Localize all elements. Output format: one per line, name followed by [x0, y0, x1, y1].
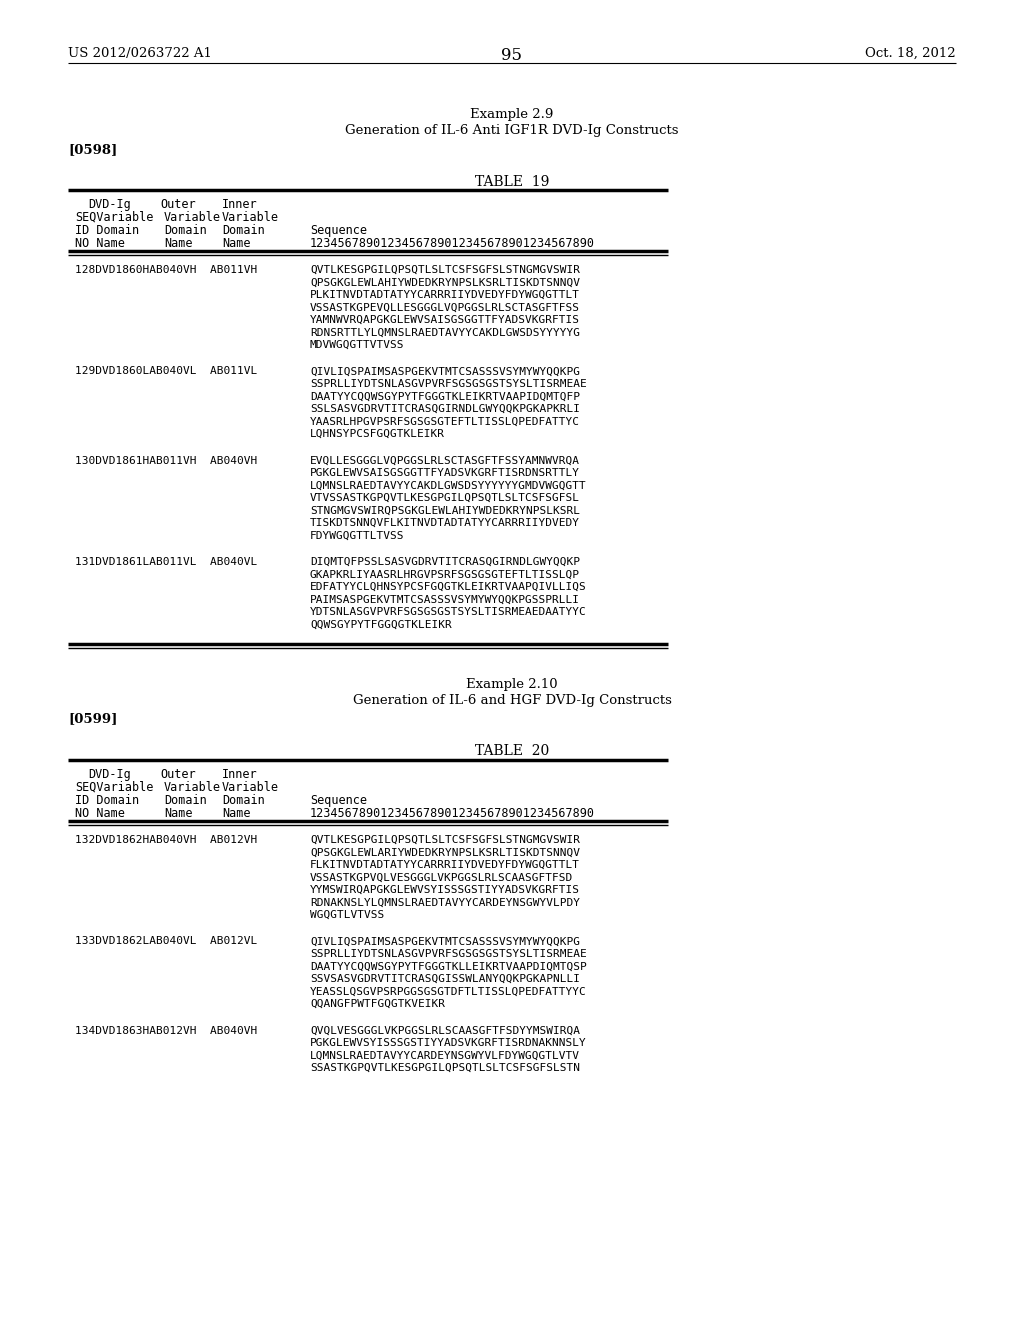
Text: 131DVD1861LAB011VL  AB040VL: 131DVD1861LAB011VL AB040VL [75, 557, 257, 568]
Text: Variable: Variable [222, 211, 279, 224]
Text: QQWSGYPYTFGGQGTKLEIKR: QQWSGYPYTFGGQGTKLEIKR [310, 619, 452, 630]
Text: EVQLLESGGGLVQPGGSLRLSCTASGFTFSSYAMNWVRQA: EVQLLESGGGLVQPGGSLRLSCTASGFTFSSYAMNWVRQA [310, 455, 580, 466]
Text: Variable: Variable [164, 781, 221, 795]
Text: QQANGFPWTFGQGTKVEIKR: QQANGFPWTFGQGTKVEIKR [310, 999, 445, 1008]
Text: NO Name: NO Name [75, 238, 125, 249]
Text: QPSGKGLEWLAHIYWDEDKRYNPSLKSRLTISKDTSNNQV: QPSGKGLEWLAHIYWDEDKRYNPSLKSRLTISKDTSNNQV [310, 277, 580, 288]
Text: FLKITNVDTADTATYYCARRRIIYDVEDYFDYWGQGTTLT: FLKITNVDTADTATYYCARRRIIYDVEDYFDYWGQGTTLT [310, 861, 580, 870]
Text: YYMSWIRQAPGKGLEWVSYISSSGSTIYYADSVKGRFTIS: YYMSWIRQAPGKGLEWVSYISSSGSTIYYADSVKGRFTIS [310, 884, 580, 895]
Text: SSLSASVGDRVTITCRASQGIRNDLGWYQQKPGKAPKRLI: SSLSASVGDRVTITCRASQGIRNDLGWYQQKPGKAPKRLI [310, 404, 580, 414]
Text: LQMNSLRAEDTAVYYCARDEYNSGWYVLFDYWGQGTLVTV: LQMNSLRAEDTAVYYCARDEYNSGWYVLFDYWGQGTLVTV [310, 1051, 580, 1060]
Text: Sequence: Sequence [310, 224, 367, 238]
Text: SSASTKGPQVTLKESGPGILQPSQTLSLTCSFSGFSLSTN: SSASTKGPQVTLKESGPGILQPSQTLSLTCSFSGFSLSTN [310, 1063, 580, 1073]
Text: QVTLKESGPGILQPSQTLSLTCSFSGFSLSTNGMGVSWIR: QVTLKESGPGILQPSQTLSLTCSFSGFSLSTNGMGVSWIR [310, 265, 580, 275]
Text: Generation of IL-6 and HGF DVD-Ig Constructs: Generation of IL-6 and HGF DVD-Ig Constr… [352, 694, 672, 708]
Text: Domain: Domain [164, 224, 207, 238]
Text: ID Domain: ID Domain [75, 795, 139, 807]
Text: DIQMTQFPSSLSASVGDRVTITCRASQGIRNDLGWYQQKP: DIQMTQFPSSLSASVGDRVTITCRASQGIRNDLGWYQQKP [310, 557, 580, 568]
Text: Name: Name [222, 238, 251, 249]
Text: PLKITNVDTADTATYYCARRRIIYDVEDYFDYWGQGTTLT: PLKITNVDTADTATYYCARRRIIYDVEDYFDYWGQGTTLT [310, 290, 580, 300]
Text: SEQVariable: SEQVariable [75, 211, 154, 224]
Text: Name: Name [164, 807, 193, 820]
Text: 129DVD1860LAB040VL  AB011VL: 129DVD1860LAB040VL AB011VL [75, 367, 257, 376]
Text: [0598]: [0598] [68, 143, 118, 156]
Text: Name: Name [222, 807, 251, 820]
Text: US 2012/0263722 A1: US 2012/0263722 A1 [68, 48, 212, 59]
Text: QVQLVESGGGLVKPGGSLRLSCAASGFTFSDYYMSWIRQA: QVQLVESGGGLVKPGGSLRLSCAASGFTFSDYYMSWIRQA [310, 1026, 580, 1035]
Text: 1234567890123456789012345678901234567890: 1234567890123456789012345678901234567890 [310, 238, 595, 249]
Text: Example 2.10: Example 2.10 [466, 678, 558, 690]
Text: Domain: Domain [222, 224, 265, 238]
Text: TISKDTSNNQVFLKITNVDTADTATYYCARRRIIYDVEDY: TISKDTSNNQVFLKITNVDTADTATYYCARRRIIYDVEDY [310, 517, 580, 528]
Text: 133DVD1862LAB040VL  AB012VL: 133DVD1862LAB040VL AB012VL [75, 936, 257, 946]
Text: Variable: Variable [222, 781, 279, 795]
Text: SSVSASVGDRVTITCRASQGISSWLANYQQKPGKAPNLLI: SSVSASVGDRVTITCRASQGISSWLANYQQKPGKAPNLLI [310, 974, 580, 983]
Text: RDNSRTTLYLQMNSLRAEDTAVYYCAKDLGWSDSYYYYYG: RDNSRTTLYLQMNSLRAEDTAVYYCAKDLGWSDSYYYYYG [310, 327, 580, 338]
Text: Generation of IL-6 Anti IGF1R DVD-Ig Constructs: Generation of IL-6 Anti IGF1R DVD-Ig Con… [345, 124, 679, 137]
Text: Name: Name [164, 238, 193, 249]
Text: RDNAKNSLYLQMNSLRAEDTAVYYCARDEYNSGWYVLPDY: RDNAKNSLYLQMNSLRAEDTAVYYCARDEYNSGWYVLPDY [310, 898, 580, 908]
Text: Domain: Domain [222, 795, 265, 807]
Text: LQMNSLRAEDTAVYYCAKDLGWSDSYYYYYYGMDVWGQGTT: LQMNSLRAEDTAVYYCAKDLGWSDSYYYYYYGMDVWGQGT… [310, 480, 587, 491]
Text: LQHNSYPCSFGQGTKLEIKR: LQHNSYPCSFGQGTKLEIKR [310, 429, 445, 440]
Text: 128DVD1860HAB040VH  AB011VH: 128DVD1860HAB040VH AB011VH [75, 265, 257, 275]
Text: SEQVariable: SEQVariable [75, 781, 154, 795]
Text: 132DVD1862HAB040VH  AB012VH: 132DVD1862HAB040VH AB012VH [75, 836, 257, 845]
Text: 134DVD1863HAB012VH  AB040VH: 134DVD1863HAB012VH AB040VH [75, 1026, 257, 1035]
Text: NO Name: NO Name [75, 807, 125, 820]
Text: Variable: Variable [164, 211, 221, 224]
Text: EDFATYYCLQHNSYPCSFGQGTKLEIKRTVAAPQIVLLIQS: EDFATYYCLQHNSYPCSFGQGTKLEIKRTVAAPQIVLLIQ… [310, 582, 587, 591]
Text: VSSASTKGPEVQLLESGGGLVQPGGSLRLSCTASGFTFSS: VSSASTKGPEVQLLESGGGLVQPGGSLRLSCTASGFTFSS [310, 302, 580, 313]
Text: QVTLKESGPGILQPSQTLSLTCSFSGFSLSTNGMGVSWIR: QVTLKESGPGILQPSQTLSLTCSFSGFSLSTNGMGVSWIR [310, 836, 580, 845]
Text: YAMNWVRQAPGKGLEWVSAISGSGGTTFYADSVKGRFTIS: YAMNWVRQAPGKGLEWVSAISGSGGTTFYADSVKGRFTIS [310, 315, 580, 325]
Text: Outer: Outer [160, 198, 196, 211]
Text: GKAPKRLIYAASRLHRGVPSRFSGSGSGTEFTLTISSLQP: GKAPKRLIYAASRLHRGVPSRFSGSGSGTEFTLTISSLQP [310, 569, 580, 579]
Text: Inner: Inner [222, 198, 258, 211]
Text: Inner: Inner [222, 768, 258, 781]
Text: [0599]: [0599] [68, 711, 118, 725]
Text: Oct. 18, 2012: Oct. 18, 2012 [865, 48, 956, 59]
Text: YDTSNLASGVPVRFSGSGSGSTSYSLTISRMEAEDAATYYC: YDTSNLASGVPVRFSGSGSGSTSYSLTISRMEAEDAATYY… [310, 607, 587, 616]
Text: QIVLIQSPAIMSASPGEKVTMTCSASSSVSYMYWYQQKPG: QIVLIQSPAIMSASPGEKVTMTCSASSSVSYMYWYQQKPG [310, 936, 580, 946]
Text: STNGMGVSWIRQPSGKGLEWLAHIYWDEDKRYNPSLKSRL: STNGMGVSWIRQPSGKGLEWLAHIYWDEDKRYNPSLKSRL [310, 506, 580, 516]
Text: Outer: Outer [160, 768, 196, 781]
Text: VSSASTKGPVQLVESGGGLVKPGGSLRLSCAASGFTFSD: VSSASTKGPVQLVESGGGLVKPGGSLRLSCAASGFTFSD [310, 873, 573, 883]
Text: YAASRLHPGVPSRFSGSGSGTEFTLTISSLQPEDFATTYC: YAASRLHPGVPSRFSGSGSGTEFTLTISSLQPEDFATTYC [310, 417, 580, 426]
Text: QIVLIQSPAIMSASPGEKVTMTCSASSSVSYMYWYQQKPG: QIVLIQSPAIMSASPGEKVTMTCSASSSVSYMYWYQQKPG [310, 367, 580, 376]
Text: 130DVD1861HAB011VH  AB040VH: 130DVD1861HAB011VH AB040VH [75, 455, 257, 466]
Text: 95: 95 [502, 48, 522, 63]
Text: MDVWGQGTTVTVSS: MDVWGQGTTVTVSS [310, 341, 404, 350]
Text: Sequence: Sequence [310, 795, 367, 807]
Text: Example 2.9: Example 2.9 [470, 108, 554, 121]
Text: PGKGLEWVSAISGSGGTTFYADSVKGRFTISRDNSRTTLY: PGKGLEWVSAISGSGGTTFYADSVKGRFTISRDNSRTTLY [310, 469, 580, 478]
Text: DAATYYCQQWSGYPYTFGGGTKLEIKRTVAAPIDQMTQFP: DAATYYCQQWSGYPYTFGGGTKLEIKRTVAAPIDQMTQFP [310, 392, 580, 401]
Text: TABLE  19: TABLE 19 [475, 176, 549, 189]
Text: SSPRLLIYDTSNLASGVPVRFSGSGSGSTSYSLTISRMEAE: SSPRLLIYDTSNLASGVPVRFSGSGSGSTSYSLTISRMEA… [310, 379, 587, 389]
Text: QPSGKGLEWLARIYWDEDKRYNPSLKSRLTISKDTSNNQV: QPSGKGLEWLARIYWDEDKRYNPSLKSRLTISKDTSNNQV [310, 847, 580, 858]
Text: PGKGLEWVSYISSSGSTIYYADSVKGRFTISRDNAKNNSLY: PGKGLEWVSYISSSGSTIYYADSVKGRFTISRDNAKNNSL… [310, 1038, 587, 1048]
Text: SSPRLLIYDTSNLASGVPVRFSGSGSGSTSYSLTISRMEAE: SSPRLLIYDTSNLASGVPVRFSGSGSGSTSYSLTISRMEA… [310, 949, 587, 960]
Text: ID Domain: ID Domain [75, 224, 139, 238]
Text: 1234567890123456789012345678901234567890: 1234567890123456789012345678901234567890 [310, 807, 595, 820]
Text: Domain: Domain [164, 795, 207, 807]
Text: DVD-Ig: DVD-Ig [88, 768, 131, 781]
Text: WGQGTLVTVSS: WGQGTLVTVSS [310, 909, 384, 920]
Text: FDYWGQGTTLTVSS: FDYWGQGTTLTVSS [310, 531, 404, 540]
Text: VTVSSASTKGPQVTLKESGPGILQPSQTLSLTCSFSGFSL: VTVSSASTKGPQVTLKESGPGILQPSQTLSLTCSFSGFSL [310, 492, 580, 503]
Text: DVD-Ig: DVD-Ig [88, 198, 131, 211]
Text: TABLE  20: TABLE 20 [475, 744, 549, 758]
Text: DAATYYCQQWSGYPYTFGGGTKLLEIKRTVAAPDIQMTQSP: DAATYYCQQWSGYPYTFGGGTKLLEIKRTVAAPDIQMTQS… [310, 961, 587, 972]
Text: PAIMSASPGEKVTMTCSASSSVSYMYWYQQKPGSSPRLLI: PAIMSASPGEKVTMTCSASSSVSYMYWYQQKPGSSPRLLI [310, 594, 580, 605]
Text: YEASSLQSGVPSRPGGSGSGTDFTLTISSLQPEDFATTYYC: YEASSLQSGVPSRPGGSGSGTDFTLTISSLQPEDFATTYY… [310, 986, 587, 997]
